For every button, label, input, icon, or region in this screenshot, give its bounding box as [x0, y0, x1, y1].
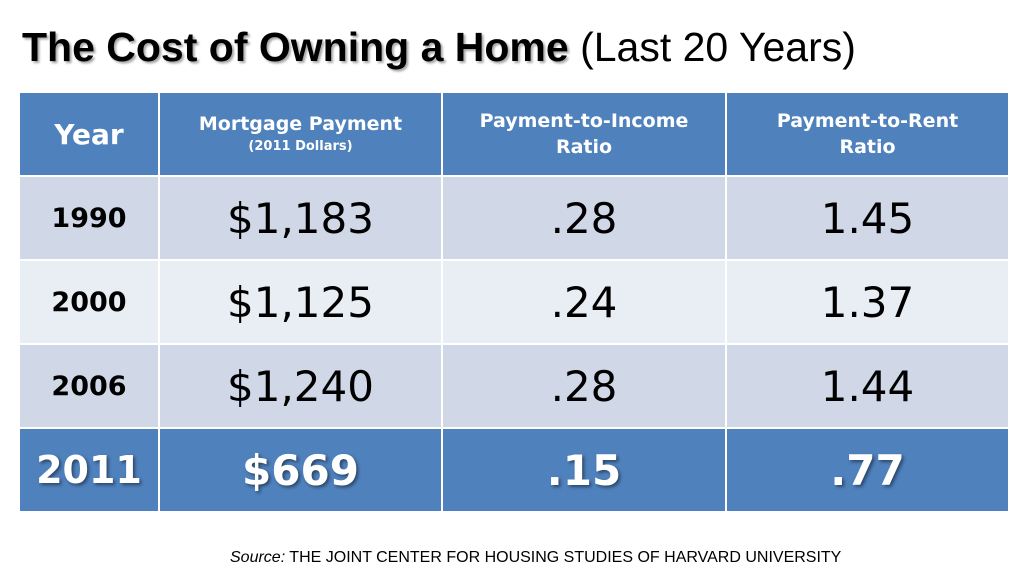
cell-year: 2000 [18, 259, 160, 345]
title-bold: The Cost of Owning a Home [22, 24, 569, 70]
header-year-label: Year [54, 117, 124, 151]
cell-rent-ratio: 1.44 [725, 343, 1010, 429]
table-row: 2000 $1,125 .24 1.37 [18, 259, 1010, 345]
header-income-ratio: Payment-to-Income Ratio [441, 91, 727, 177]
header-income-ratio-sublabel: Ratio [555, 136, 613, 158]
source-note: Source: THE JOINT CENTER FOR HOUSING STU… [230, 549, 841, 567]
cost-table: Year Mortgage Payment (2011 Dollars) Pay… [18, 91, 1010, 513]
header-mortgage: Mortgage Payment (2011 Dollars) [158, 91, 443, 177]
header-rent-ratio-label: Payment-to-Rent [776, 110, 959, 132]
header-mortgage-sublabel: (2011 Dollars) [248, 139, 353, 154]
cell-year: 2011 [18, 427, 160, 513]
page-title: The Cost of Owning a Home (Last 20 Years… [22, 22, 856, 72]
header-row: Year Mortgage Payment (2011 Dollars) Pay… [18, 91, 1010, 177]
cell-income-ratio: .28 [441, 343, 727, 429]
cell-income-ratio: .24 [441, 259, 727, 345]
cell-mortgage: $1,125 [158, 259, 443, 345]
cell-rent-ratio: 1.45 [725, 175, 1010, 261]
header-rent-ratio: Payment-to-Rent Ratio [725, 91, 1010, 177]
cell-year: 1990 [18, 175, 160, 261]
header-mortgage-label: Mortgage Payment [198, 113, 403, 135]
cell-mortgage: $1,183 [158, 175, 443, 261]
table-row: 2006 $1,240 .28 1.44 [18, 343, 1010, 429]
cell-income-ratio: .15 [441, 427, 727, 513]
source-text: THE JOINT CENTER FOR HOUSING STUDIES OF … [289, 549, 842, 566]
cell-income-ratio: .28 [441, 175, 727, 261]
header-rent-ratio-sublabel: Ratio [839, 136, 896, 158]
cell-mortgage: $1,240 [158, 343, 443, 429]
cell-rent-ratio: 1.37 [725, 259, 1010, 345]
cell-mortgage: $669 [158, 427, 443, 513]
table-row: 1990 $1,183 .28 1.45 [18, 175, 1010, 261]
source-label: Source: [230, 549, 286, 566]
table-row-highlighted: 2011 $669 .15 .77 [18, 427, 1010, 513]
title-rest: (Last 20 Years) [580, 24, 856, 70]
cell-year: 2006 [18, 343, 160, 429]
header-year: Year [18, 91, 160, 177]
header-income-ratio-label: Payment-to-Income [479, 110, 689, 132]
cell-rent-ratio: .77 [725, 427, 1010, 513]
